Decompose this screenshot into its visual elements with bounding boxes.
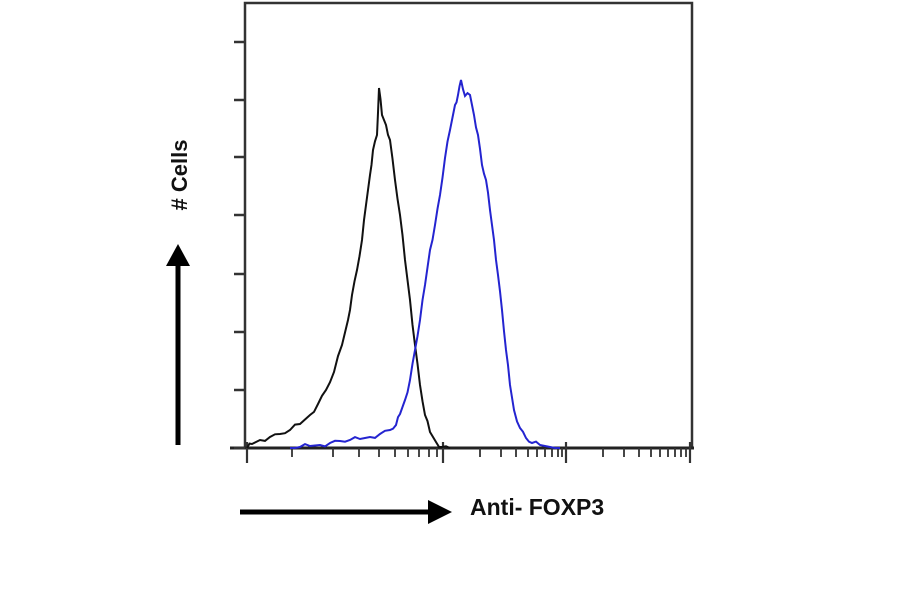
x-axis-ticks (245, 442, 692, 463)
y-axis-ticks (234, 40, 245, 450)
y-axis-arrow (166, 244, 190, 445)
plot-border (243, 1, 694, 450)
control-histogram-line (246, 87, 451, 449)
y-axis-label: # Cells (160, 120, 200, 230)
x-axis-arrow (240, 500, 452, 524)
plot-frame (230, 1, 694, 450)
x-axis-label: Anti- FOXP3 (470, 494, 605, 520)
foxp3-histogram-line (290, 79, 560, 449)
y-axis-label-text: # Cells (167, 139, 192, 211)
histogram-series (246, 79, 560, 449)
